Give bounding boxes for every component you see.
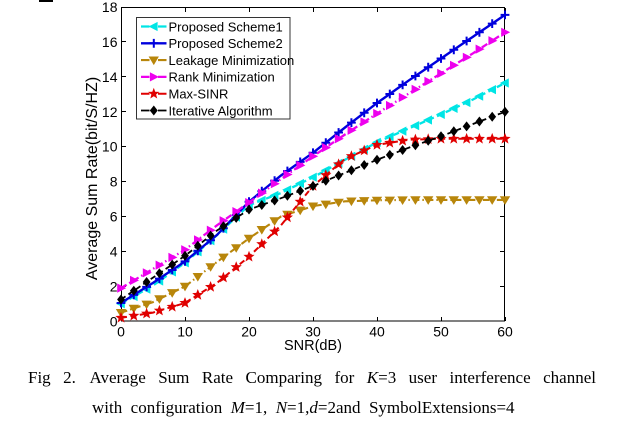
svg-text:10: 10 — [102, 139, 118, 155]
svg-text:Max-SINR: Max-SINR — [169, 87, 229, 102]
svg-text:2: 2 — [110, 278, 118, 294]
svg-text:10: 10 — [177, 324, 193, 340]
svg-text:Rank Minimization: Rank Minimization — [169, 70, 275, 85]
svg-text:50: 50 — [433, 324, 449, 340]
svg-text:12: 12 — [102, 104, 118, 120]
svg-text:18: 18 — [102, 0, 118, 15]
svg-text:8: 8 — [110, 174, 118, 190]
svg-text:0: 0 — [110, 313, 118, 329]
svg-text:SNR(dB): SNR(dB) — [284, 338, 342, 354]
svg-text:Proposed Scheme1: Proposed Scheme1 — [169, 19, 283, 34]
svg-text:Average Sum Rate(bit/S/HZ): Average Sum Rate(bit/S/HZ) — [84, 77, 101, 280]
svg-text:60: 60 — [497, 324, 513, 340]
svg-text:Proposed Scheme2: Proposed Scheme2 — [169, 36, 283, 51]
svg-text:20: 20 — [241, 324, 257, 340]
svg-text:4: 4 — [110, 244, 118, 260]
svg-text:30: 30 — [305, 324, 321, 340]
svg-text:Leakage Minimization: Leakage Minimization — [169, 53, 295, 68]
svg-text:16: 16 — [102, 34, 118, 50]
svg-text:6: 6 — [110, 209, 118, 225]
svg-text:40: 40 — [369, 324, 385, 340]
svg-text:14: 14 — [102, 69, 118, 85]
svg-text:0: 0 — [117, 324, 125, 340]
svg-text:Iterative Algorithm: Iterative Algorithm — [169, 103, 273, 118]
